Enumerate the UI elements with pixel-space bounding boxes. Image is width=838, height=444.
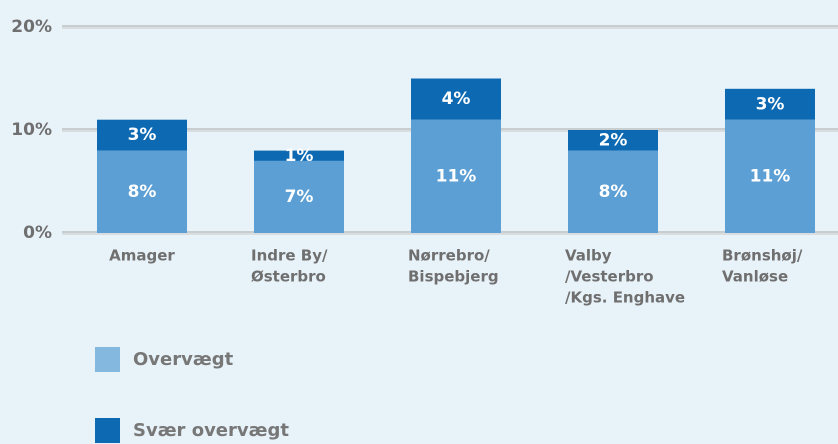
value-label: 3%	[756, 94, 785, 114]
x-tick-label: Valby	[565, 247, 612, 265]
value-label: 3%	[128, 125, 157, 145]
x-tick-label: Amager	[109, 247, 175, 265]
bar-segment	[254, 150, 344, 161]
value-label: 2%	[599, 130, 628, 150]
y-tick-label: 10%	[11, 120, 52, 140]
x-tick-label: Østerbro	[251, 268, 326, 286]
value-label: 11%	[436, 166, 477, 186]
x-tick-label: Bispebjerg	[408, 268, 499, 286]
x-tick-label: Brønshøj/	[722, 247, 803, 265]
legend-swatch	[95, 418, 120, 443]
legend-label: Svær overvægt	[133, 420, 289, 441]
bar-segment	[254, 160, 344, 233]
bar-segment	[568, 130, 658, 151]
legend-swatch	[95, 347, 120, 372]
value-label: 11%	[750, 166, 791, 186]
x-tick-label: /Vesterbro	[565, 268, 654, 286]
y-tick-label: 20%	[11, 17, 52, 37]
bar-segment	[568, 150, 658, 233]
value-label: 4%	[442, 89, 471, 109]
x-tick-label: Indre By/	[251, 247, 328, 265]
value-label: 8%	[128, 182, 157, 202]
bar-segment	[97, 150, 187, 233]
x-tick-label: /Kgs. Enghave	[565, 289, 685, 307]
y-tick-label: 0%	[23, 223, 52, 243]
value-label: 1%	[285, 146, 314, 166]
bar-segment	[97, 119, 187, 151]
bar-segment	[725, 88, 815, 120]
x-tick-label: Nørrebro/	[408, 247, 490, 265]
x-tick-label: Vanløse	[722, 268, 788, 286]
bar-segment	[411, 119, 501, 233]
value-label: 7%	[285, 187, 314, 207]
bar-segment	[411, 78, 501, 120]
legend-label: Overvægt	[133, 349, 234, 370]
value-label: 8%	[599, 182, 628, 202]
bar-segment	[725, 119, 815, 233]
